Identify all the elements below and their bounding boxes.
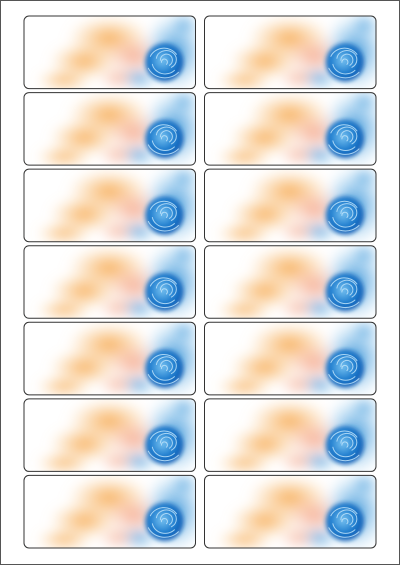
label-border	[204, 245, 377, 319]
label-border	[204, 15, 377, 90]
label-border	[23, 245, 196, 319]
label-artwork	[24, 165, 207, 245]
label	[23, 242, 207, 322]
label-border	[23, 398, 196, 472]
label	[23, 395, 207, 475]
label	[204, 12, 388, 92]
label-artwork	[205, 395, 388, 475]
label-border	[204, 398, 377, 472]
label-artwork	[24, 395, 207, 475]
label-border	[23, 15, 196, 90]
label	[204, 472, 388, 552]
label-border	[204, 168, 377, 243]
label	[23, 318, 207, 398]
label-border	[204, 92, 377, 166]
label-artwork	[24, 89, 207, 169]
label-artwork	[24, 318, 207, 398]
label-artwork	[205, 318, 388, 398]
label-artwork	[24, 242, 207, 322]
label-border	[23, 474, 196, 549]
label-artwork	[205, 89, 388, 169]
label	[204, 89, 388, 169]
label	[204, 318, 388, 398]
label-artwork	[205, 242, 388, 322]
label-artwork	[205, 12, 388, 92]
label	[204, 395, 388, 475]
label-border	[23, 321, 196, 396]
label	[23, 12, 207, 92]
label-artwork	[24, 472, 207, 552]
label	[23, 165, 207, 245]
label	[204, 165, 388, 245]
label-artwork	[205, 165, 388, 245]
label	[23, 472, 207, 552]
label-border	[23, 168, 196, 243]
label	[204, 242, 388, 322]
label-border	[23, 92, 196, 166]
label-artwork	[24, 12, 207, 92]
label-artwork	[205, 472, 388, 552]
label	[23, 89, 207, 169]
label-border	[204, 321, 377, 396]
label-border	[204, 474, 377, 549]
